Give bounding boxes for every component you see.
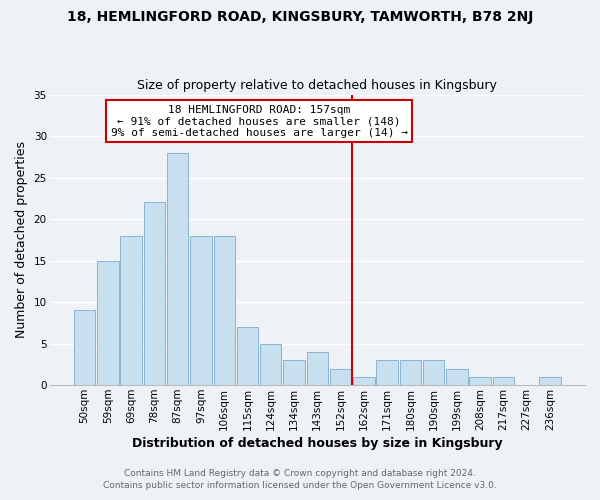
Bar	[97, 260, 119, 385]
Title: Size of property relative to detached houses in Kingsbury: Size of property relative to detached ho…	[137, 79, 497, 92]
Bar	[307, 352, 328, 385]
Text: 18, HEMLINGFORD ROAD, KINGSBURY, TAMWORTH, B78 2NJ: 18, HEMLINGFORD ROAD, KINGSBURY, TAMWORT…	[67, 10, 533, 24]
Bar	[283, 360, 305, 385]
Bar	[74, 310, 95, 385]
Bar	[423, 360, 445, 385]
X-axis label: Distribution of detached houses by size in Kingsbury: Distribution of detached houses by size …	[132, 437, 503, 450]
Y-axis label: Number of detached properties: Number of detached properties	[15, 142, 28, 338]
Bar	[353, 377, 374, 385]
Text: 18 HEMLINGFORD ROAD: 157sqm
← 91% of detached houses are smaller (148)
9% of sem: 18 HEMLINGFORD ROAD: 157sqm ← 91% of det…	[110, 104, 407, 138]
Bar	[167, 152, 188, 385]
Bar	[121, 236, 142, 385]
Bar	[400, 360, 421, 385]
Bar	[493, 377, 514, 385]
Bar	[237, 327, 258, 385]
Bar	[446, 368, 467, 385]
Bar	[260, 344, 281, 385]
Bar	[214, 236, 235, 385]
Bar	[539, 377, 560, 385]
Bar	[190, 236, 212, 385]
Bar	[376, 360, 398, 385]
Bar	[144, 202, 165, 385]
Bar	[469, 377, 491, 385]
Bar	[330, 368, 351, 385]
Text: Contains HM Land Registry data © Crown copyright and database right 2024.
Contai: Contains HM Land Registry data © Crown c…	[103, 468, 497, 490]
